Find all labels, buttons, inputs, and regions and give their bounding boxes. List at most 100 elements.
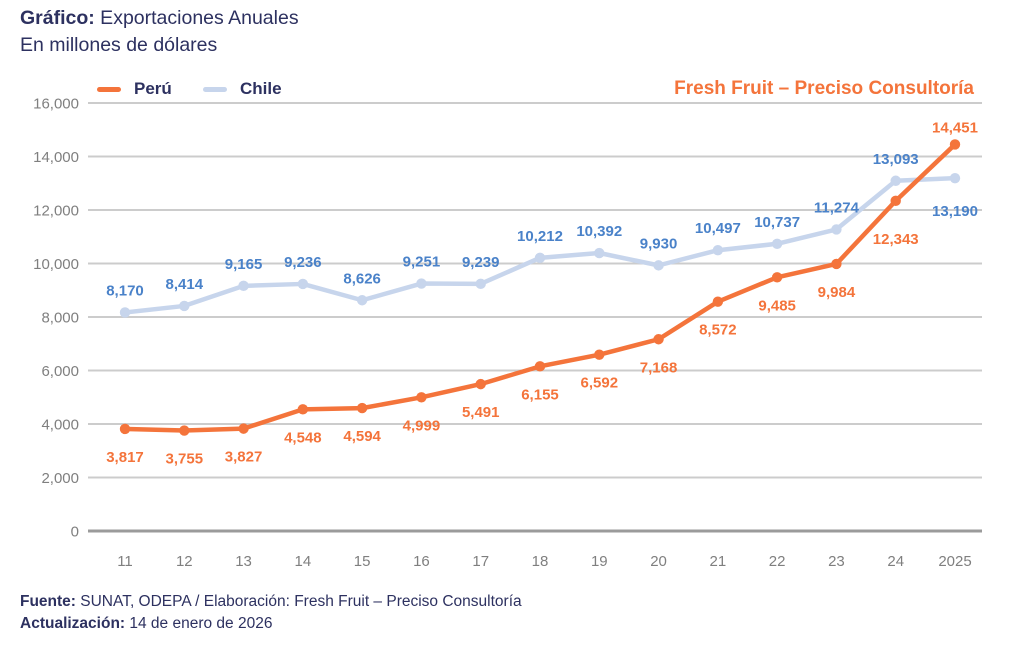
- x-tick-label: 15: [354, 553, 371, 570]
- data-label-peru: 6,592: [581, 375, 619, 392]
- source-label: Fuente:: [20, 593, 76, 610]
- data-label-chile: 13,093: [873, 151, 919, 168]
- data-point-chile: [949, 172, 961, 184]
- data-label-chile: 9,165: [225, 256, 263, 273]
- data-point-chile: [238, 280, 249, 292]
- title-text: Exportaciones Anuales: [94, 7, 299, 29]
- x-tick-label: 16: [413, 553, 430, 570]
- x-tick-label: 13: [235, 553, 252, 570]
- data-label-peru: 4,548: [284, 429, 322, 446]
- data-point-chile: [594, 247, 605, 259]
- data-label-peru: 12,343: [873, 231, 919, 248]
- x-tick-label: 22: [769, 553, 786, 570]
- legend-label-peru: Perú: [134, 79, 172, 98]
- data-label-peru: 9,485: [758, 297, 796, 314]
- data-label-peru: 3,755: [166, 451, 204, 468]
- data-label-peru: 3,817: [106, 449, 144, 466]
- legend: Perú Chile Fresh Fruit – Preciso Consult…: [0, 76, 1024, 102]
- updated-text: 14 de enero de 2026: [125, 615, 273, 632]
- data-point-peru: [949, 139, 961, 150]
- data-point-peru: [297, 404, 309, 415]
- data-label-peru: 9,984: [818, 284, 856, 301]
- data-point-chile: [831, 224, 842, 235]
- peru-line-swatch: [97, 86, 121, 92]
- data-label-chile: 13,190: [932, 203, 978, 220]
- legend-item-chile: Chile: [203, 76, 282, 102]
- data-label-chile: 8,170: [106, 282, 144, 299]
- y-tick-label: 14,000: [33, 149, 79, 166]
- x-tick-label: 19: [591, 553, 608, 570]
- y-tick-label: 12,000: [33, 203, 79, 220]
- data-point-chile: [712, 245, 724, 256]
- data-point-chile: [179, 300, 190, 312]
- y-tick-label: 16,000: [33, 96, 79, 113]
- x-tick-label: 12: [176, 553, 193, 570]
- data-point-peru: [890, 195, 901, 207]
- data-label-chile: 10,392: [576, 223, 622, 240]
- data-point-peru: [594, 349, 605, 360]
- x-tick-label: 23: [828, 553, 845, 570]
- legend-label-chile: Chile: [240, 79, 282, 98]
- y-tick-label: 0: [71, 524, 79, 541]
- data-point-peru: [179, 425, 190, 436]
- x-tick-label: 21: [710, 553, 727, 570]
- data-label-peru: 4,999: [403, 417, 441, 434]
- data-point-peru: [475, 378, 486, 390]
- data-point-peru: [416, 392, 427, 403]
- data-point-chile: [416, 278, 427, 289]
- data-label-chile: 9,930: [640, 235, 678, 252]
- chile-line-swatch: [203, 86, 227, 92]
- x-tick-label: 20: [650, 553, 667, 570]
- data-point-peru: [119, 423, 131, 435]
- data-label-peru: 5,491: [462, 404, 500, 421]
- x-tick-label: 17: [472, 553, 489, 570]
- data-point-chile: [534, 252, 546, 264]
- data-label-chile: 8,414: [166, 276, 204, 293]
- page-title: Gráfico: Exportaciones Anuales En millon…: [20, 5, 299, 59]
- data-label-peru: 6,155: [521, 386, 559, 403]
- data-label-chile: 8,626: [343, 270, 381, 287]
- data-point-peru: [653, 334, 664, 345]
- data-label-chile: 9,251: [403, 254, 441, 271]
- y-tick-label: 2,000: [41, 470, 79, 487]
- brand-title: Fresh Fruit – Preciso Consultoría: [674, 78, 974, 99]
- data-point-peru: [831, 258, 842, 270]
- data-label-chile: 10,737: [754, 214, 800, 231]
- data-label-peru: 7,168: [640, 359, 678, 376]
- updated-line: Actualización: 14 de enero de 2026: [20, 613, 522, 635]
- data-label-chile: 9,239: [462, 254, 500, 271]
- updated-label: Actualización:: [20, 615, 126, 632]
- data-point-chile: [356, 295, 368, 306]
- data-label-chile: 9,236: [284, 254, 322, 271]
- data-point-chile: [119, 307, 131, 318]
- y-tick-label: 8,000: [41, 310, 79, 327]
- data-point-chile: [771, 238, 783, 249]
- legend-item-peru: Perú: [97, 76, 172, 102]
- data-point-peru: [712, 296, 724, 307]
- data-point-peru: [771, 272, 783, 283]
- data-point-chile: [653, 260, 664, 271]
- data-label-chile: 10,497: [695, 220, 741, 237]
- y-tick-label: 4,000: [41, 417, 79, 434]
- data-point-peru: [238, 423, 249, 434]
- x-tick-label: 2025: [938, 553, 971, 570]
- x-tick-label: 11: [117, 553, 133, 570]
- title-line-1: Gráfico: Exportaciones Anuales: [20, 5, 299, 32]
- source-text: SUNAT, ODEPA / Elaboración: Fresh Fruit …: [75, 593, 522, 610]
- source-line: Fuente: SUNAT, ODEPA / Elaboración: Fres…: [20, 591, 522, 613]
- x-tick-label: 14: [295, 553, 312, 570]
- x-tick-label: 24: [887, 553, 904, 570]
- data-label-chile: 11,274: [814, 199, 860, 216]
- data-label-chile: 10,212: [517, 228, 563, 245]
- data-label-peru: 8,572: [699, 322, 737, 339]
- y-tick-label: 6,000: [41, 363, 79, 380]
- data-point-peru: [356, 402, 368, 414]
- y-tick-label: 10,000: [33, 256, 79, 273]
- title-subtitle: En millones de dólares: [20, 34, 218, 56]
- x-tick-label: 18: [532, 553, 549, 570]
- data-label-peru: 4,594: [343, 428, 381, 445]
- data-point-chile: [890, 175, 901, 186]
- chart-footer: Fuente: SUNAT, ODEPA / Elaboración: Fres…: [20, 591, 522, 635]
